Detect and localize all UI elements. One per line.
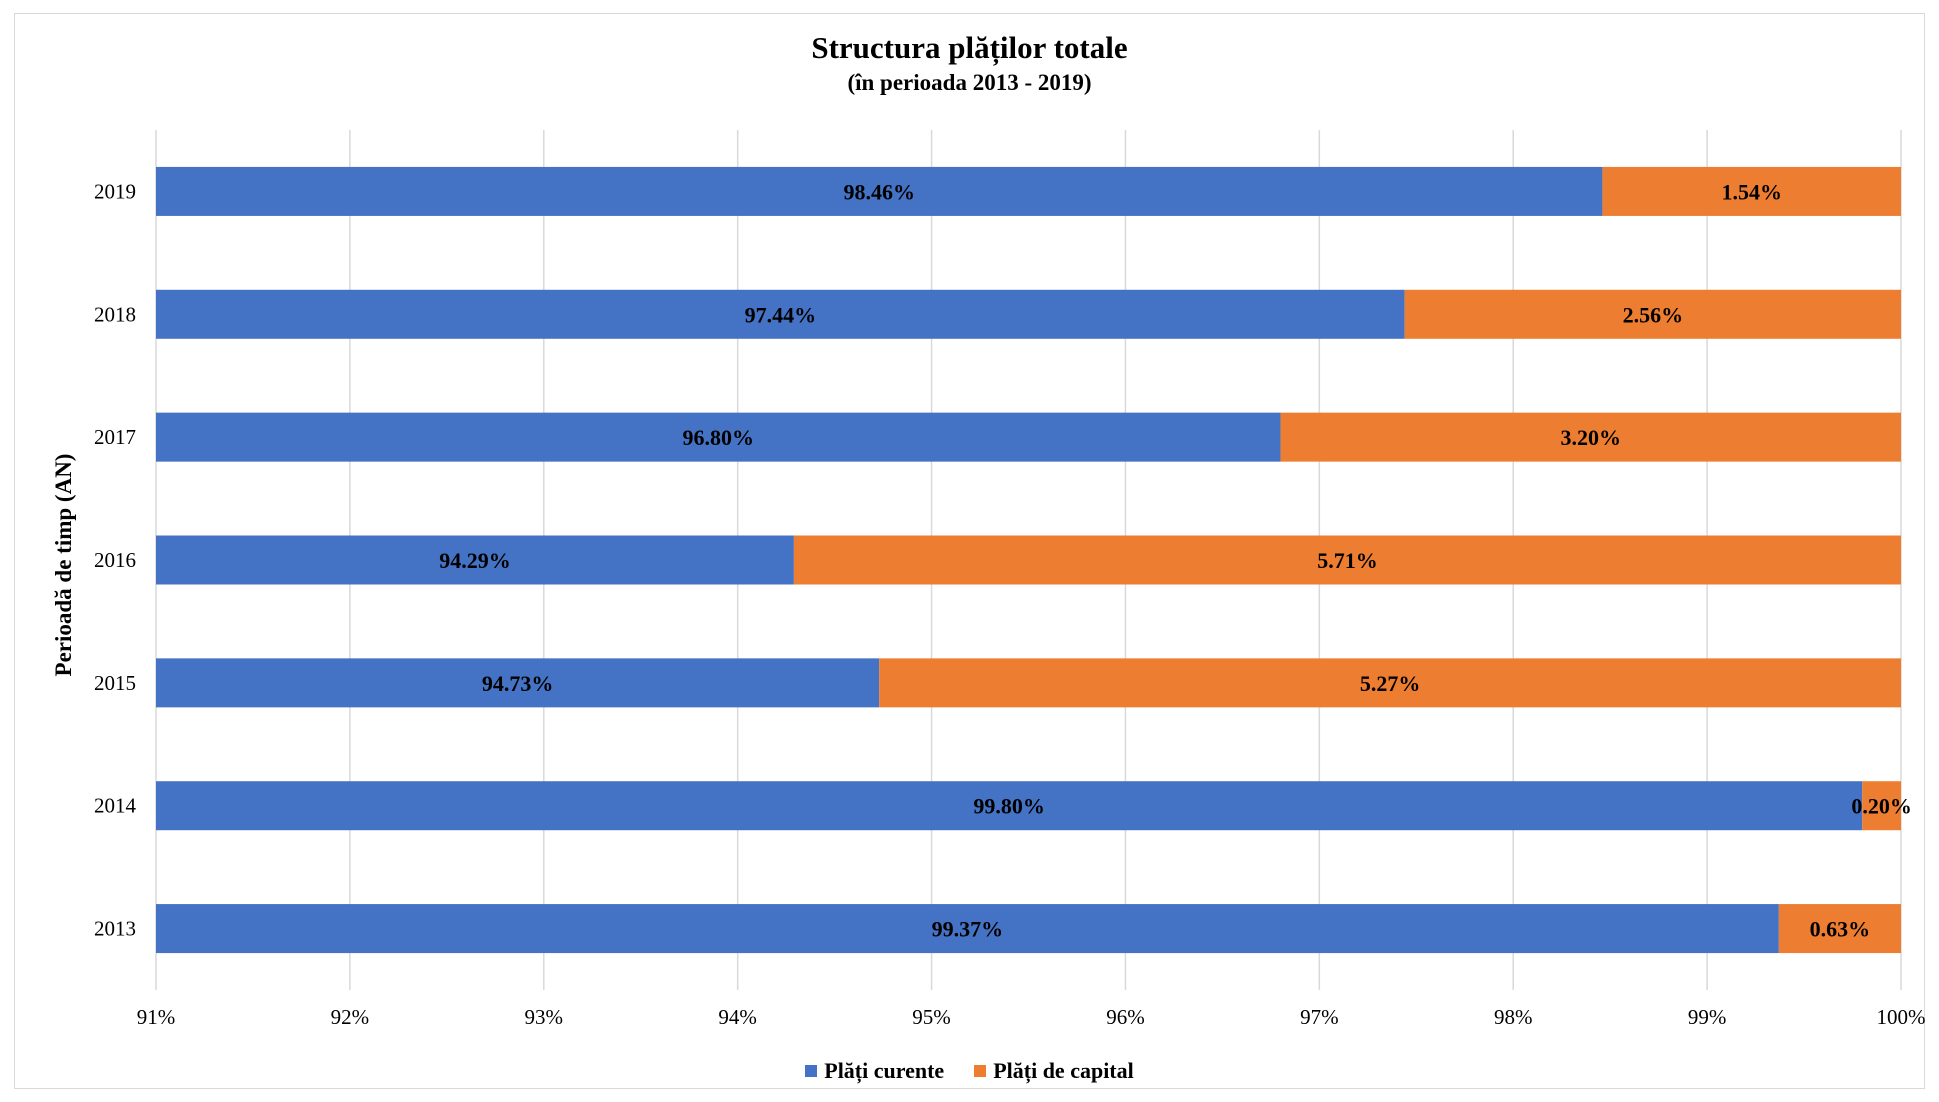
y-tick-label: 2013 [94,917,136,941]
data-label: 1.54% [1721,179,1782,204]
bar-current-payments [156,412,1281,462]
legend-swatch-current [805,1065,818,1077]
bar-current-payments [156,535,794,585]
x-tick-label: 92% [331,1005,370,1029]
bar-current-payments [156,658,880,708]
x-tick-label: 100% [1877,1005,1926,1029]
x-tick-label: 93% [525,1005,564,1029]
bar-current-payments [156,289,1405,339]
x-tick-label: 97% [1300,1005,1339,1029]
bar-capital-payments [1404,289,1901,339]
data-label: 0.63% [1810,917,1871,942]
data-label: 0.20% [1851,794,1912,819]
x-tick-labels: 91% 92% 93% 94% 95% 96% 97% 98% 99% 100% [137,1005,1926,1029]
x-tick-label: 94% [718,1005,757,1029]
legend-item-capital: Plăți de capital [974,1058,1134,1084]
legend: Plăți curente Plăți de capital [0,1058,1939,1084]
chart-subtitle: (în perioada 2013 - 2019) [847,70,1092,95]
bar-capital-payments [1778,904,1901,954]
data-label: 94.73% [482,671,554,696]
data-label: 2.56% [1623,302,1684,327]
x-tick-label: 99% [1688,1005,1727,1029]
y-tick-labels: 2019 2018 2017 2016 2015 2014 2013 [94,179,137,940]
bars: 98.46% 1.54% 97.44% 2.56% 96.80% 3.20% 94.29% 5… [156,166,1912,954]
bar-current-payments [156,166,1603,216]
data-label: 5.71% [1317,548,1378,573]
y-tick-label: 2017 [94,425,136,449]
data-label: 98.46% [843,179,915,204]
bar-capital-payments [1602,166,1901,216]
data-label: 96.80% [683,425,755,450]
x-tick-label: 98% [1494,1005,1533,1029]
chart-frame [14,13,1925,1089]
x-tick-label: 95% [912,1005,951,1029]
y-tick-label: 2019 [94,179,136,203]
y-tick-label: 2016 [94,548,136,572]
y-tick-label: 2018 [94,302,136,326]
data-label: 5.27% [1360,671,1421,696]
y-tick-label: 2014 [94,794,137,818]
data-label: 99.80% [973,794,1045,819]
x-tick-label: 91% [137,1005,176,1029]
bar-current-payments [156,904,1779,954]
data-label: 97.44% [745,302,817,327]
x-tick-label: 96% [1106,1005,1145,1029]
legend-item-current: Plăți curente [805,1058,944,1084]
bar-capital-payments [1862,781,1901,831]
data-label: 94.29% [439,548,511,573]
data-label: 3.20% [1561,425,1622,450]
bar-capital-payments [1280,412,1901,462]
y-tick-label: 2015 [94,671,136,695]
legend-label-capital: Plăți de capital [993,1058,1134,1083]
legend-swatch-capital [974,1065,987,1077]
chart-title: Structura plăților totale [811,30,1128,65]
bar-capital-payments [793,535,1901,585]
data-label: 99.37% [932,917,1004,942]
bar-current-payments [156,781,1863,831]
bar-capital-payments [879,658,1901,708]
legend-label-current: Plăți curente [824,1058,945,1083]
